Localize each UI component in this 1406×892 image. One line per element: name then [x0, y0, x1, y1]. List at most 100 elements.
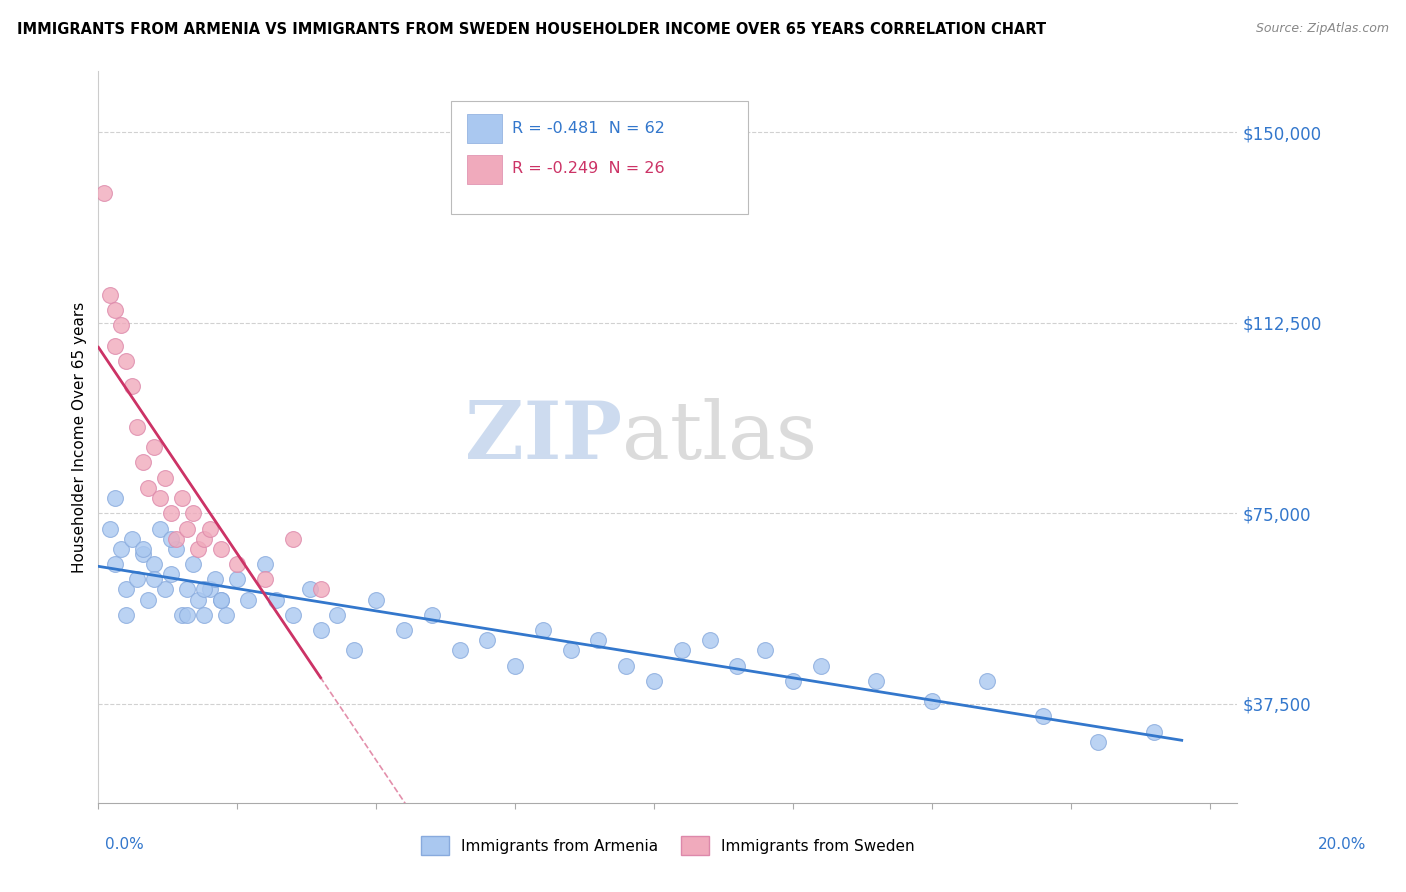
Point [198, 521, 221, 535]
Point [671, 643, 693, 657]
Point [170, 491, 193, 505]
Point [121, 379, 143, 393]
Point [1087, 735, 1109, 749]
Point [477, 633, 499, 648]
Point [209, 541, 232, 556]
Point [132, 547, 155, 561]
Point [98, 288, 121, 302]
Point [143, 440, 166, 454]
Point [153, 582, 176, 597]
Point [198, 582, 221, 597]
Point [143, 557, 166, 571]
Point [132, 455, 155, 469]
Point [138, 592, 160, 607]
Point [143, 572, 166, 586]
Point [1143, 724, 1166, 739]
Point [98, 521, 121, 535]
Point [170, 607, 193, 622]
Point [326, 607, 349, 622]
Point [176, 582, 198, 597]
Point [181, 506, 204, 520]
Point [754, 643, 776, 657]
Point [127, 572, 149, 586]
Point [148, 521, 170, 535]
Point [110, 541, 132, 556]
Point [104, 338, 127, 352]
Point [531, 623, 554, 637]
Point [449, 643, 471, 657]
Point [115, 607, 138, 622]
Point [93, 186, 115, 201]
Point [254, 557, 277, 571]
Point [503, 658, 526, 673]
Point [159, 506, 181, 520]
Point [204, 572, 226, 586]
Point [309, 623, 332, 637]
Point [281, 607, 304, 622]
Text: ZIP: ZIP [465, 398, 623, 476]
Text: IMMIGRANTS FROM ARMENIA VS IMMIGRANTS FROM SWEDEN HOUSEHOLDER INCOME OVER 65 YEA: IMMIGRANTS FROM ARMENIA VS IMMIGRANTS FR… [17, 22, 1046, 37]
Point [366, 592, 388, 607]
Text: Source: ZipAtlas.com: Source: ZipAtlas.com [1256, 22, 1389, 36]
Point [104, 557, 127, 571]
Point [226, 557, 249, 571]
Point [254, 572, 277, 586]
Point [148, 491, 170, 505]
Point [725, 658, 748, 673]
Text: 0.0%: 0.0% [105, 838, 145, 852]
Point [420, 607, 443, 622]
Point [193, 607, 215, 622]
Text: R = -0.249  N = 26: R = -0.249 N = 26 [512, 161, 665, 176]
Point [614, 658, 637, 673]
FancyBboxPatch shape [467, 114, 502, 143]
Point [104, 303, 127, 318]
Point [309, 582, 332, 597]
Point [209, 592, 232, 607]
Point [209, 592, 232, 607]
Point [264, 592, 287, 607]
FancyBboxPatch shape [467, 154, 502, 184]
Point [298, 582, 321, 597]
Point [226, 572, 249, 586]
Point [865, 673, 887, 688]
Text: 20.0%: 20.0% [1319, 838, 1367, 852]
Point [110, 318, 132, 333]
Point [810, 658, 832, 673]
Point [215, 607, 238, 622]
Point [176, 607, 198, 622]
Y-axis label: Householder Income Over 65 years: Householder Income Over 65 years [72, 301, 87, 573]
Point [132, 541, 155, 556]
Point [165, 541, 187, 556]
Point [115, 354, 138, 368]
Point [699, 633, 721, 648]
Point [181, 557, 204, 571]
Point [104, 491, 127, 505]
Point [187, 541, 209, 556]
Point [343, 643, 366, 657]
Point [165, 532, 187, 546]
Point [976, 673, 998, 688]
Point [238, 592, 260, 607]
Point [921, 694, 943, 708]
Text: atlas: atlas [623, 398, 817, 476]
Point [121, 532, 143, 546]
Point [187, 592, 209, 607]
Point [588, 633, 610, 648]
Point [153, 471, 176, 485]
Point [176, 521, 198, 535]
Legend: Immigrants from Armenia, Immigrants from Sweden: Immigrants from Armenia, Immigrants from… [415, 830, 921, 861]
Point [127, 420, 149, 434]
Point [159, 567, 181, 582]
Point [115, 582, 138, 597]
Point [560, 643, 582, 657]
Point [643, 673, 665, 688]
Text: R = -0.481  N = 62: R = -0.481 N = 62 [512, 121, 665, 136]
Point [1032, 709, 1054, 723]
Point [193, 532, 215, 546]
Point [782, 673, 804, 688]
FancyBboxPatch shape [451, 101, 748, 214]
Point [159, 532, 181, 546]
Point [138, 481, 160, 495]
Point [281, 532, 304, 546]
Point [193, 582, 215, 597]
